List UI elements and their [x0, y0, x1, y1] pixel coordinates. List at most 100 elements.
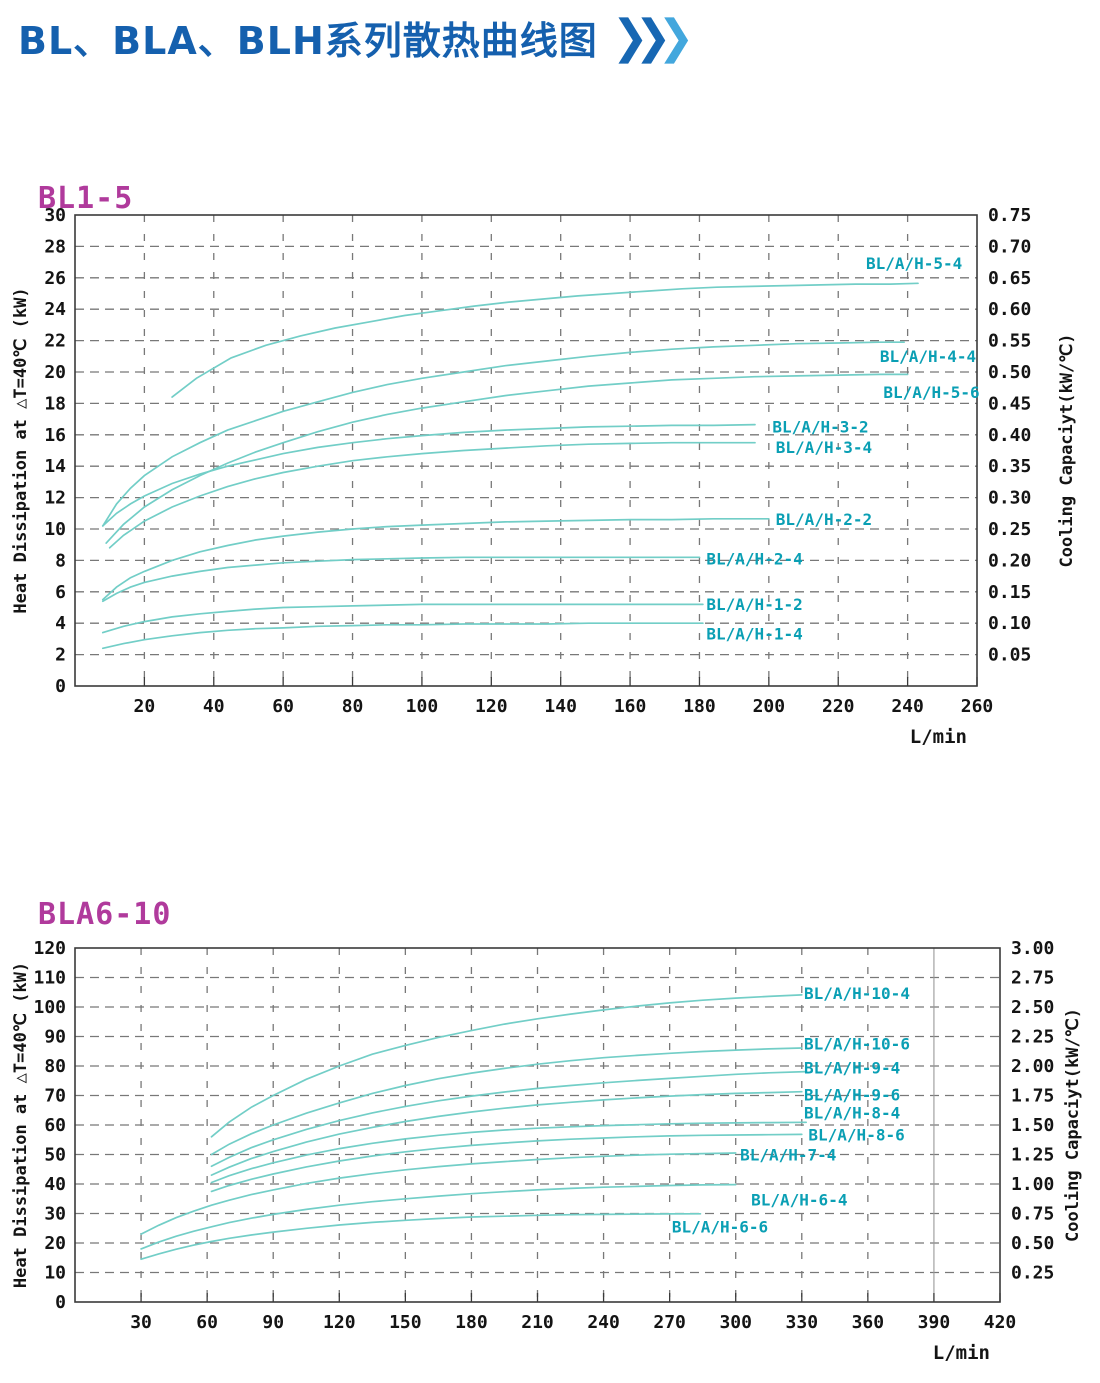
x-tick-label: 20: [134, 696, 156, 717]
y-right-tick-label: 2.75: [1011, 968, 1054, 989]
curve-bl-a-h-8-4: [210, 1121, 808, 1184]
y-left-axis-title: Heat Dissipation at △T=40℃ (kW): [11, 962, 31, 1288]
y-right-tick-label: 2.00: [1011, 1056, 1054, 1077]
y-right-tick-label: 0.40: [988, 425, 1031, 446]
y-left-tick-label: 10: [44, 1263, 66, 1284]
x-tick-label: 80: [342, 696, 364, 717]
y-left-tick-label: 4: [55, 613, 66, 634]
y-left-tick-label: 30: [44, 1204, 66, 1225]
curve-label-bl-a-h-5-4: BL/A/H-5-4: [866, 254, 962, 273]
y-left-tick-label: 12: [44, 488, 66, 509]
y-left-tick-label: 20: [44, 362, 66, 383]
y-right-tick-label: 0.25: [1011, 1263, 1054, 1284]
x-tick-label: 180: [455, 1312, 488, 1333]
y-right-axis-title: Cooling Capaciyt(kW/℃): [1057, 333, 1077, 567]
y-right-tick-label: 0.30: [988, 488, 1031, 509]
y-left-tick-label: 100: [33, 997, 66, 1018]
x-tick-label: 160: [614, 696, 647, 717]
y-right-tick-label: 1.00: [1011, 1174, 1054, 1195]
y-right-tick-label: 0.15: [988, 582, 1031, 603]
chart1-title: BL1-5: [38, 180, 134, 216]
curve-bl-a-h-9-6: [210, 1090, 803, 1176]
y-right-tick-label: 0.70: [988, 236, 1031, 257]
y-right-tick-label: 0.75: [988, 205, 1031, 226]
y-left-tick-label: 0: [55, 1292, 66, 1313]
y-left-tick-label: 50: [44, 1145, 66, 1166]
y-right-tick-label: 0.50: [988, 362, 1031, 383]
curve-label-bl-a-h-6-4: BL/A/H-6-4: [751, 1190, 847, 1209]
curve-label-bl-a-h-2-4: BL/A/H-2-4: [706, 549, 802, 568]
y-left-tick-label: 14: [44, 456, 66, 477]
x-tick-label: 420: [984, 1312, 1017, 1333]
x-tick-label: 240: [891, 696, 924, 717]
curve-label-bl-a-h-6-6: BL/A/H-6-6: [672, 1218, 768, 1237]
x-tick-label: 40: [203, 696, 225, 717]
y-right-tick-label: 0.50: [1011, 1233, 1054, 1254]
x-tick-label: 60: [196, 1312, 218, 1333]
page-header: BL、BLA、BLH系列散热曲线图 ❯ ❯ ❯: [18, 10, 695, 65]
y-left-tick-label: 60: [44, 1115, 66, 1136]
y-right-tick-label: 0.25: [988, 519, 1031, 540]
y-right-tick-label: 2.50: [1011, 997, 1054, 1018]
y-left-tick-label: 0: [55, 676, 66, 697]
x-tick-label: 270: [653, 1312, 686, 1333]
curve-bl-a-h-10-4: [210, 994, 803, 1138]
curve-label-bl-a-h-10-4: BL/A/H-10-4: [804, 984, 910, 1003]
x-tick-label: 90: [262, 1312, 284, 1333]
curve-bl-a-h-6-6: [140, 1212, 702, 1261]
x-tick-label: 120: [323, 1312, 356, 1333]
y-left-tick-label: 22: [44, 331, 66, 352]
x-tick-label: 240: [587, 1312, 620, 1333]
curve-label-bl-a-h-10-6: BL/A/H-10-6: [804, 1034, 910, 1053]
x-tick-label: 150: [389, 1312, 422, 1333]
curve-label-bl-a-h-3-2: BL/A/H-3-2: [772, 417, 868, 436]
y-left-tick-label: 30: [44, 205, 66, 226]
y-left-tick-label: 16: [44, 425, 66, 446]
curve-label-bl-a-h-2-2: BL/A/H-2-2: [776, 510, 872, 529]
x-tick-label: 200: [753, 696, 786, 717]
curve-bl-a-h-1-4: [101, 622, 704, 650]
chevrons-icon: ❯ ❯ ❯: [612, 14, 695, 60]
y-left-tick-label: 120: [33, 938, 66, 959]
curve-label-bl-a-h-4-4: BL/A/H-4-4: [880, 347, 976, 366]
curve-bl-a-h-2-2: [101, 517, 770, 601]
x-tick-label: 180: [683, 696, 716, 717]
y-left-tick-label: 40: [44, 1174, 66, 1195]
y-left-tick-label: 24: [44, 299, 66, 320]
y-right-axis-title: Cooling Capaciyt(kW/℃): [1063, 1008, 1083, 1242]
heat-dissipation-chart-bla6-10: 30 60 90 120 150 180 210 240 270 300 330 360 390 4200…: [11, 938, 1083, 1364]
y-left-tick-label: 26: [44, 268, 66, 289]
y-left-tick-label: 110: [33, 968, 66, 989]
page-title: BL、BLA、BLH系列散热曲线图: [18, 19, 598, 63]
x-tick-label: 100: [406, 696, 439, 717]
x-tick-label: 30: [130, 1312, 152, 1333]
y-right-tick-label: 0.65: [988, 268, 1031, 289]
y-right-tick-label: 3.00: [1011, 938, 1054, 959]
x-tick-label: 140: [544, 696, 577, 717]
y-right-tick-label: 0.60: [988, 299, 1031, 320]
curve-bl-a-h-2-4: [101, 556, 701, 603]
y-right-tick-label: 1.50: [1011, 1115, 1054, 1136]
x-tick-label: 360: [852, 1312, 885, 1333]
x-tick-label: 260: [961, 696, 994, 717]
curve-label-bl-a-h-8-6: BL/A/H-8-6: [808, 1126, 904, 1145]
y-left-tick-label: 28: [44, 236, 66, 257]
y-left-tick-label: 8: [55, 550, 66, 571]
curve-bl-a-h-6-4: [140, 1183, 737, 1250]
y-left-tick-label: 6: [55, 582, 66, 603]
y-left-tick-label: 90: [44, 1027, 66, 1048]
heat-dissipation-chart-bl1-5: 20 40 60 80 100 120 140 160 180 200 220 240 26002468…: [11, 205, 1077, 748]
y-right-tick-label: 0.10: [988, 613, 1031, 634]
x-tick-label: 390: [918, 1312, 951, 1333]
curve-label-bl-a-h-9-6: BL/A/H-9-6: [804, 1085, 900, 1104]
curve-bl-a-h-1-2: [101, 603, 704, 634]
curve-label-bl-a-h-8-4: BL/A/H-8-4: [804, 1104, 900, 1123]
curve-label-bl-a-h-9-4: BL/A/H-9-4: [804, 1059, 900, 1078]
y-left-tick-label: 18: [44, 393, 66, 414]
y-right-tick-label: 0.05: [988, 645, 1031, 666]
x-tick-label: 120: [475, 696, 508, 717]
y-right-tick-label: 0.20: [988, 550, 1031, 571]
y-left-tick-label: 80: [44, 1056, 66, 1077]
y-right-tick-label: 1.25: [1011, 1145, 1054, 1166]
curve-label-bl-a-h-1-2: BL/A/H-1-2: [706, 595, 802, 614]
